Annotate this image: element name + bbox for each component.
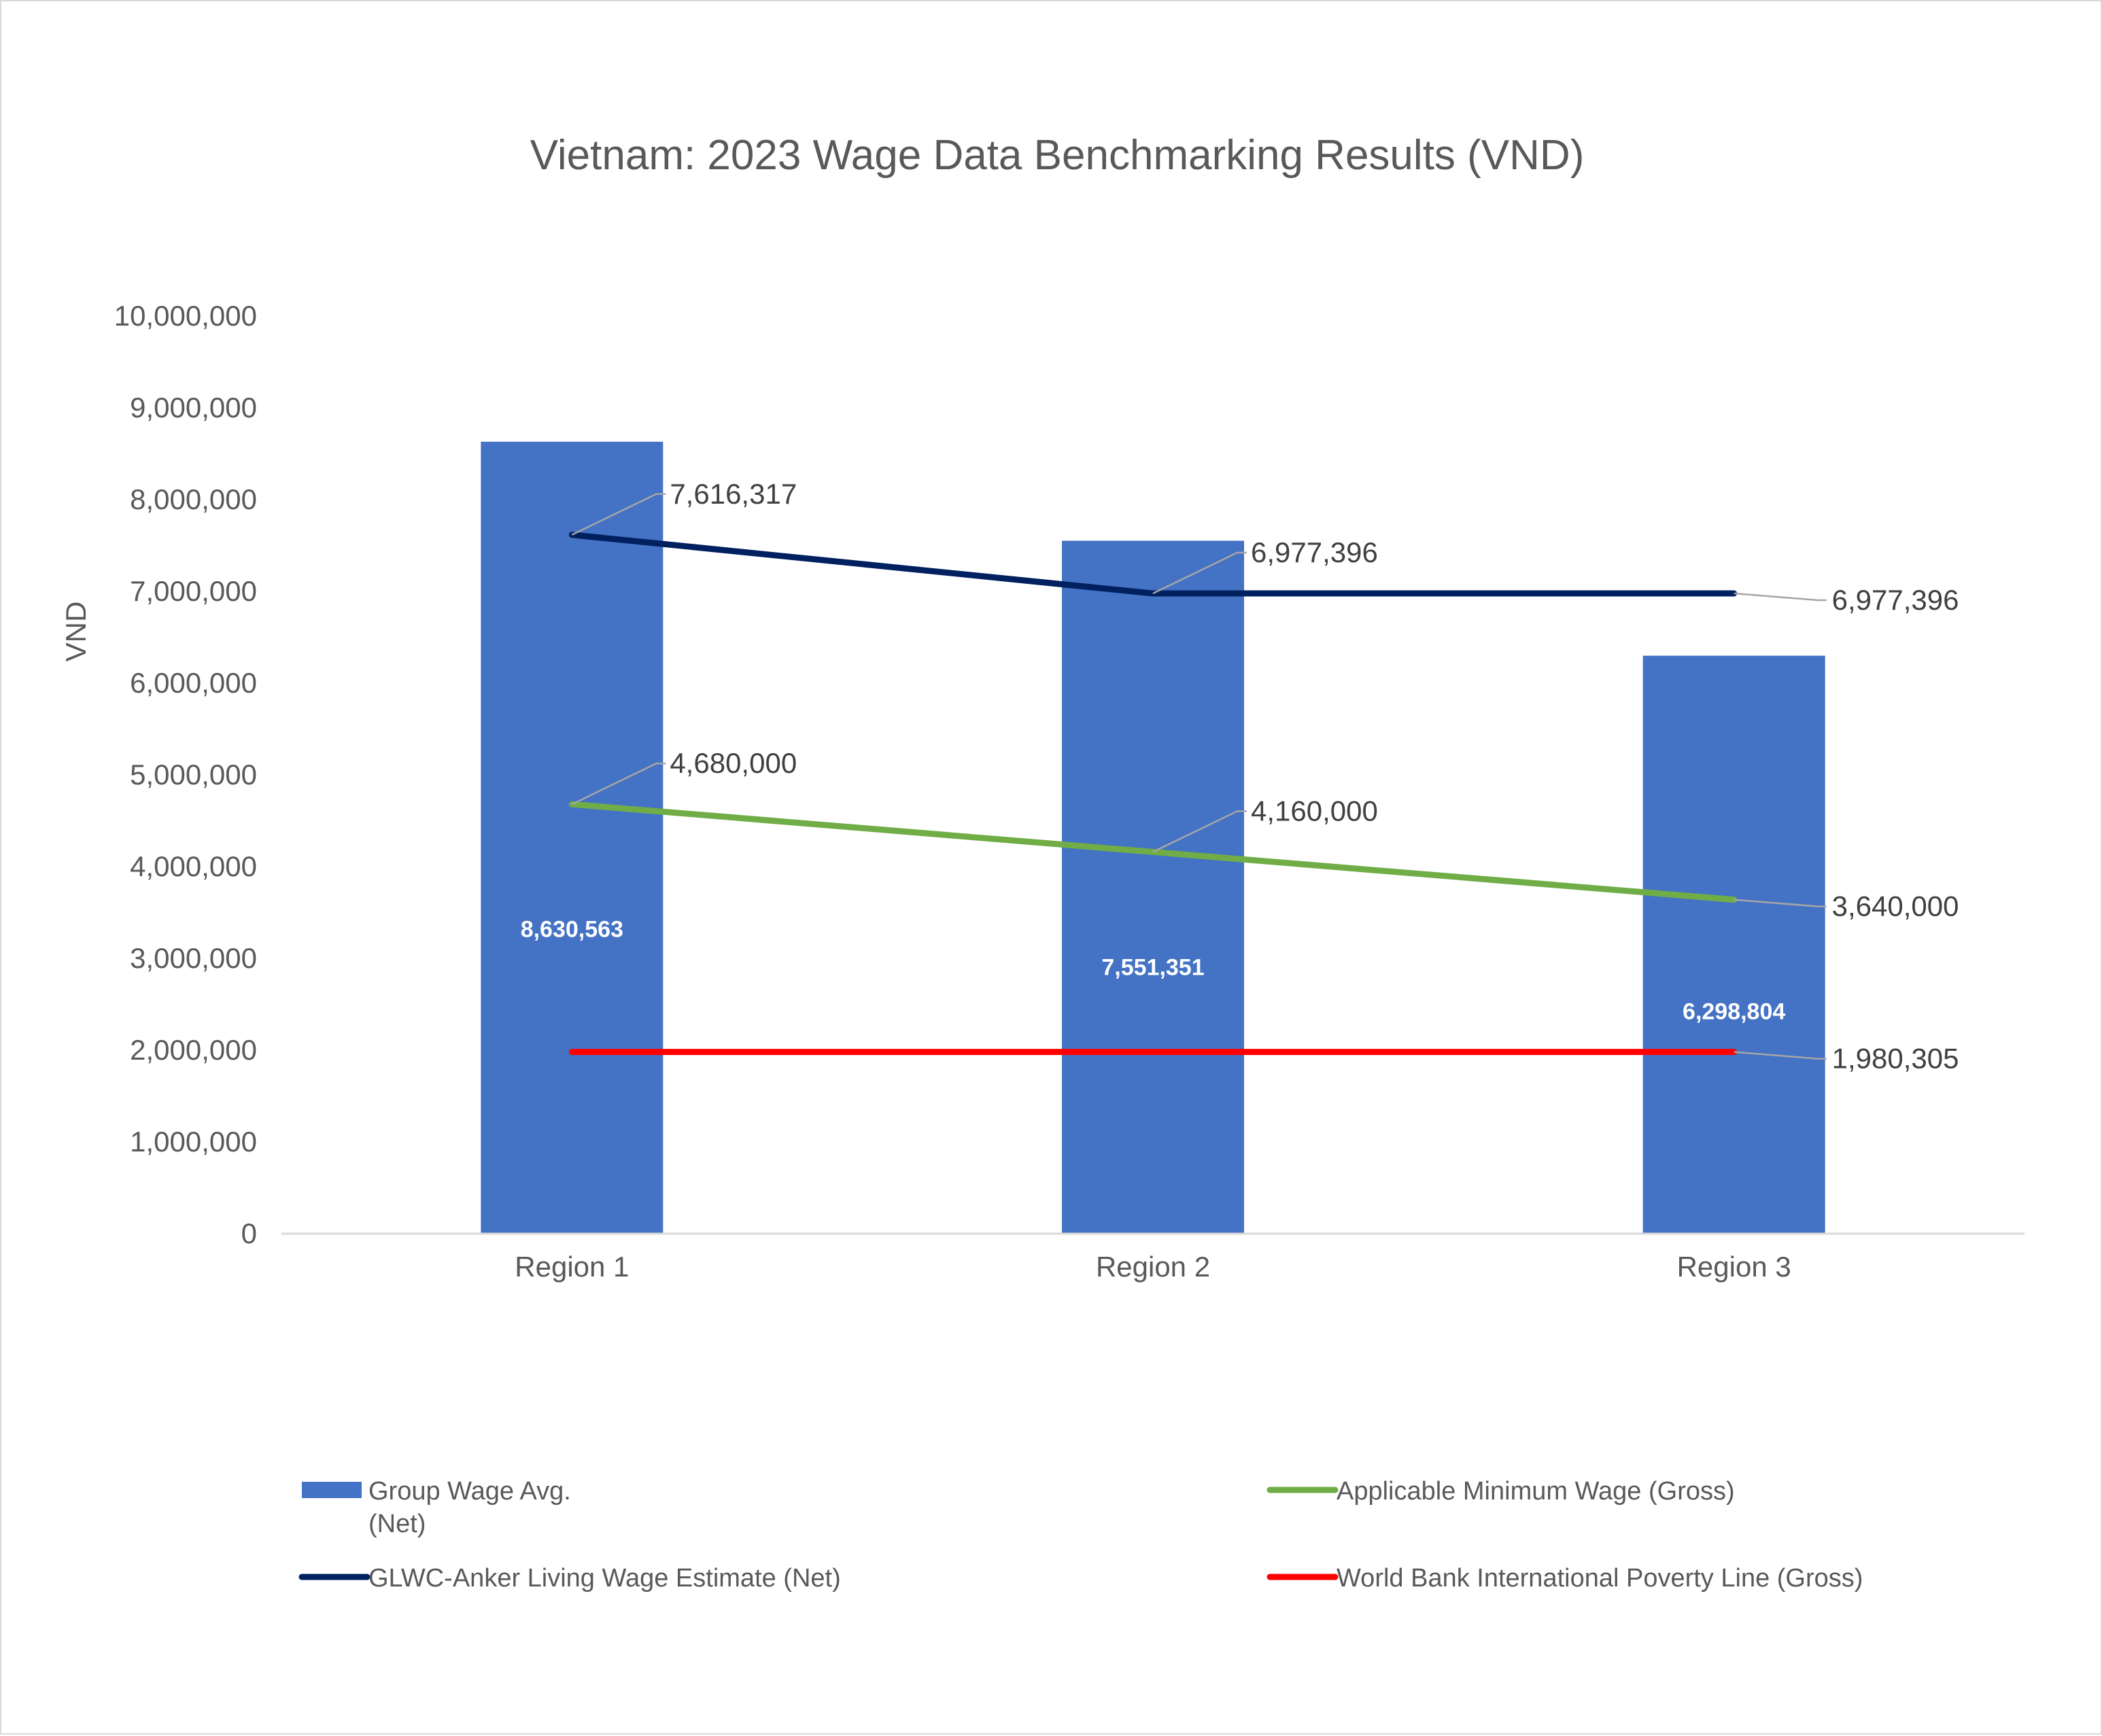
label-leader-line — [1734, 899, 1827, 907]
y-tick-label: 4,000,000 — [130, 850, 257, 882]
label-leader-line — [571, 762, 666, 805]
legend-swatch — [302, 1482, 362, 1498]
y-tick-label: 8,000,000 — [130, 483, 257, 515]
y-tick-label: 0 — [241, 1217, 257, 1249]
label-leader-line — [1734, 1051, 1827, 1060]
x-tick-label: Region 2 — [1096, 1251, 1210, 1283]
bar-data-labels: 8,630,563 7,551,351 6,298,804 — [521, 916, 1786, 1024]
y-tick-label: 10,000,000 — [114, 300, 257, 332]
x-tick-label: Region 3 — [1677, 1251, 1791, 1283]
line-data-label: 3,640,000 — [1832, 890, 1959, 922]
line-data-label: 6,977,396 — [1832, 584, 1959, 616]
line-data-label: 6,977,396 — [1251, 536, 1378, 568]
x-tick-label: Region 1 — [515, 1251, 629, 1283]
line-data-labels: 7,616,317 6,977,396 6,977,396 4,680,000 4,16… — [571, 478, 1959, 1075]
bar-data-label: 7,551,351 — [1101, 955, 1204, 981]
label-leader-line — [1152, 551, 1247, 595]
line-data-label: 7,616,317 — [670, 478, 797, 510]
chart-title: Vietnam: 2023 Wage Data Benchmarking Res… — [530, 132, 1585, 179]
y-tick-label: 5,000,000 — [130, 759, 257, 791]
bar-data-label: 8,630,563 — [521, 916, 623, 942]
label-leader-line — [571, 493, 666, 536]
bar-data-label: 6,298,804 — [1683, 999, 1785, 1025]
label-leader-line — [1152, 810, 1247, 853]
line-data-label: 4,160,000 — [1251, 795, 1378, 827]
line-data-label: 4,680,000 — [670, 747, 797, 779]
bar-series — [481, 441, 1825, 1234]
legend-item-applicable-minimum-wage-gross: Applicable Minimum Wage (Gross) — [1267, 1477, 1735, 1506]
legend-label: Applicable Minimum Wage (Gross) — [1337, 1477, 1735, 1506]
y-tick-label: 1,000,000 — [130, 1126, 257, 1158]
bar-region-2 — [1062, 540, 1244, 1234]
legend-item-world-bank-international-poverty-line-gross: World Bank International Poverty Line (G… — [1267, 1564, 1863, 1593]
legend-item-glwc-anker-living-wage-estimate-net: GLWC-Anker Living Wage Estimate (Net) — [298, 1564, 841, 1593]
bar-region-1 — [481, 441, 664, 1234]
line-data-label: 1,980,305 — [1832, 1043, 1959, 1075]
y-tick-label: 2,000,000 — [130, 1034, 257, 1066]
y-tick-label: 6,000,000 — [130, 667, 257, 699]
legend-label: World Bank International Poverty Line (G… — [1337, 1564, 1863, 1593]
legend: Group Wage Avg. (Net) Applicable Minimum W… — [298, 1477, 1863, 1593]
y-tick-labels: 0 1,000,000 2,000,000 3,000,000 4,000,000 5,0… — [114, 300, 257, 1249]
x-tick-labels: Region 1 Region 2 Region 3 — [515, 1251, 1791, 1283]
bar-region-3 — [1642, 655, 1825, 1234]
y-tick-label: 7,000,000 — [130, 575, 257, 607]
y-tick-label: 3,000,000 — [130, 942, 257, 974]
y-axis-title: VND — [60, 602, 92, 662]
legend-label: (Net) — [368, 1510, 426, 1538]
legend-label: GLWC-Anker Living Wage Estimate (Net) — [368, 1564, 841, 1593]
legend-label: Group Wage Avg. — [368, 1477, 571, 1506]
label-leader-line — [1734, 592, 1827, 602]
legend-item-group-wage-avg-net: Group Wage Avg. (Net) — [302, 1477, 571, 1538]
y-tick-label: 9,000,000 — [130, 392, 257, 423]
